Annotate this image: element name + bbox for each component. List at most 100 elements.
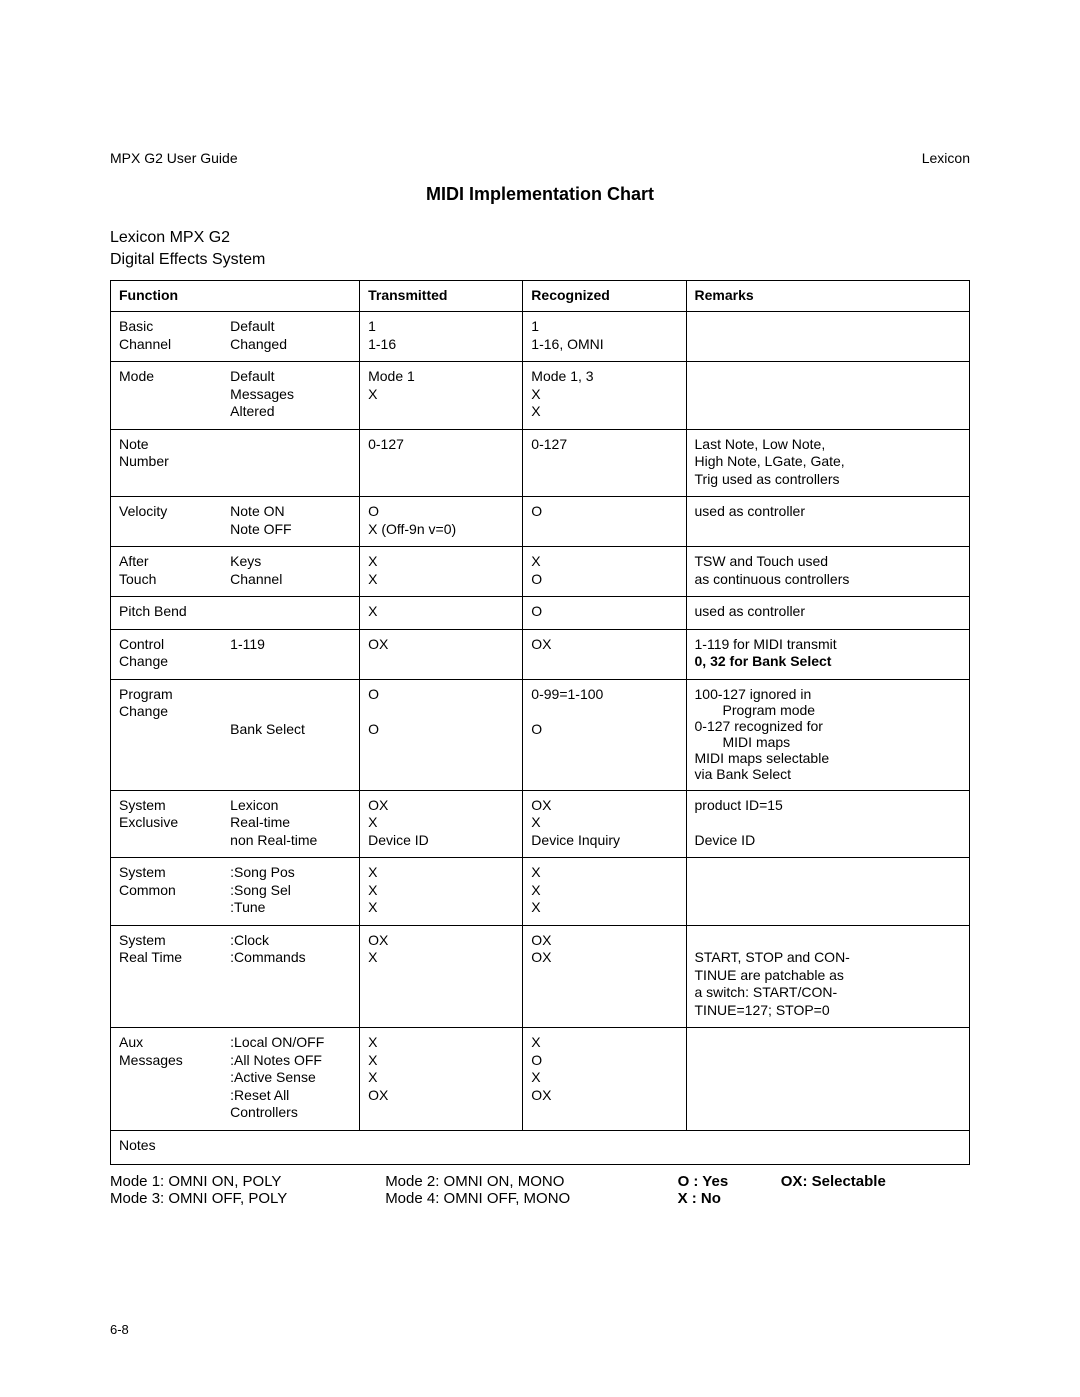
- cell-fn1: System Real Time: [111, 925, 223, 1028]
- table-row: System Common :Song Pos :Song Sel :Tune …: [111, 858, 970, 926]
- cell-tx: X X: [360, 547, 523, 597]
- cell-tx: 1 1-16: [360, 312, 523, 362]
- remark-bold: 0, 32 for Bank Select: [695, 653, 832, 669]
- cell-rx: Mode 1, 3 X X: [523, 362, 686, 430]
- cell-tx: OX X Device ID: [360, 790, 523, 858]
- page-title: MIDI Implementation Chart: [110, 184, 970, 205]
- table-row: Velocity Note ON Note OFF O X (Off-9n v=…: [111, 497, 970, 547]
- cell-fn1: Program Change: [111, 679, 223, 790]
- table-row: Program Change Bank Select O O 0-99=1-10…: [111, 679, 970, 790]
- cell-rx: OX OX: [523, 925, 686, 1028]
- cell-fn2: Note ON Note OFF: [222, 497, 359, 547]
- legend-x: X : No: [678, 1190, 781, 1207]
- cell-rm: 100-127 ignored in Program mode 0-127 re…: [686, 679, 970, 790]
- remark-line: Program mode: [695, 702, 962, 718]
- cell-tx: OX: [360, 629, 523, 679]
- cell-tx: Mode 1 X: [360, 362, 523, 430]
- cell-rx: 0-99=1-100 O: [523, 679, 686, 790]
- cell-tx: X: [360, 597, 523, 630]
- mode-legend-row: Mode 1: OMNI ON, POLY Mode 2: OMNI ON, M…: [110, 1173, 970, 1190]
- cell-fn1: Mode: [111, 362, 223, 430]
- table-row: Mode Default Messages Altered Mode 1 X M…: [111, 362, 970, 430]
- cell-tx: O O: [360, 679, 523, 790]
- cell-rx: O: [523, 497, 686, 547]
- col-function: Function: [111, 281, 360, 312]
- remark-line: 1-119 for MIDI transmit: [695, 636, 837, 652]
- table-row: Pitch Bend X O used as controller: [111, 597, 970, 630]
- cell-tx: X X X OX: [360, 1028, 523, 1131]
- chart-subtitle: Lexicon MPX G2 Digital Effects System: [110, 227, 970, 270]
- cell-tx: 0-127: [360, 429, 523, 497]
- cell-rx: X O X OX: [523, 1028, 686, 1131]
- cell-fn2: Lexicon Real-time non Real-time: [222, 790, 359, 858]
- cell-rm: product ID=15 Device ID: [686, 790, 970, 858]
- table-row: Control Change 1-119 OX OX 1-119 for MID…: [111, 629, 970, 679]
- cell-rm: [686, 362, 970, 430]
- mode-4: Mode 4: OMNI OFF, MONO: [385, 1190, 677, 1207]
- cell-rx: X O: [523, 547, 686, 597]
- mode-3: Mode 3: OMNI OFF, POLY: [110, 1190, 385, 1207]
- mode-1: Mode 1: OMNI ON, POLY: [110, 1173, 385, 1190]
- cell-fn2: Keys Channel: [222, 547, 359, 597]
- legend-blank: [781, 1190, 970, 1207]
- legend-ox: OX: Selectable: [781, 1173, 970, 1190]
- cell-fn2: :Song Pos :Song Sel :Tune: [222, 858, 359, 926]
- col-remarks: Remarks: [686, 281, 970, 312]
- cell-fn1: Velocity: [111, 497, 223, 547]
- cell-rm: TSW and Touch used as continuous control…: [686, 547, 970, 597]
- cell-rm: Last Note, Low Note, High Note, LGate, G…: [686, 429, 970, 497]
- header-left: MPX G2 User Guide: [110, 150, 238, 166]
- remark-line: via Bank Select: [695, 766, 792, 782]
- remark-line: 0-127 recognized for: [695, 718, 823, 734]
- cell-fn1: Aux Messages: [111, 1028, 223, 1131]
- cell-fn2: Default Changed: [222, 312, 359, 362]
- cell-fn1: Pitch Bend: [111, 597, 223, 630]
- cell-fn1: System Common: [111, 858, 223, 926]
- cell-rx: O: [523, 597, 686, 630]
- remark-line: MIDI maps: [695, 734, 962, 750]
- cell-rx: OX: [523, 629, 686, 679]
- legend-o: O : Yes: [678, 1173, 781, 1190]
- table-row: Aux Messages :Local ON/OFF :All Notes OF…: [111, 1028, 970, 1131]
- page: MPX G2 User Guide Lexicon MIDI Implement…: [0, 0, 1080, 1397]
- page-header: MPX G2 User Guide Lexicon: [110, 150, 970, 166]
- cell-rm: [686, 858, 970, 926]
- table-row: Basic Channel Default Changed 1 1-16 1 1…: [111, 312, 970, 362]
- cell-rm: used as controller: [686, 497, 970, 547]
- cell-rx: 0-127: [523, 429, 686, 497]
- cell-rm: used as controller: [686, 597, 970, 630]
- table-row: Note Number 0-127 0-127 Last Note, Low N…: [111, 429, 970, 497]
- midi-chart-table: Function Transmitted Recognized Remarks …: [110, 280, 970, 1165]
- cell-tx: OX X: [360, 925, 523, 1028]
- header-right: Lexicon: [922, 150, 970, 166]
- cell-fn2: [222, 597, 359, 630]
- table-row: After Touch Keys Channel X X X O TSW and…: [111, 547, 970, 597]
- cell-fn2: [222, 429, 359, 497]
- subtitle-line-1: Lexicon MPX G2: [110, 229, 230, 246]
- table-header-row: Function Transmitted Recognized Remarks: [111, 281, 970, 312]
- cell-rx: X X X: [523, 858, 686, 926]
- cell-fn2: 1-119: [222, 629, 359, 679]
- cell-rm: START, STOP and CON- TINUE are patchable…: [686, 925, 970, 1028]
- cell-rx: 1 1-16, OMNI: [523, 312, 686, 362]
- cell-notes: Notes: [111, 1130, 970, 1164]
- mode-2: Mode 2: OMNI ON, MONO: [385, 1173, 677, 1190]
- page-number: 6-8: [110, 1322, 129, 1337]
- cell-fn1: After Touch: [111, 547, 223, 597]
- col-recognized: Recognized: [523, 281, 686, 312]
- remark-line: 100-127 ignored in: [695, 686, 812, 702]
- cell-tx: X X X: [360, 858, 523, 926]
- cell-fn2: Bank Select: [222, 679, 359, 790]
- cell-rx: OX X Device Inquiry: [523, 790, 686, 858]
- table-row: System Real Time :Clock :Commands OX X O…: [111, 925, 970, 1028]
- cell-fn1: Note Number: [111, 429, 223, 497]
- cell-rm: 1-119 for MIDI transmit 0, 32 for Bank S…: [686, 629, 970, 679]
- mode-legend-row: Mode 3: OMNI OFF, POLY Mode 4: OMNI OFF,…: [110, 1190, 970, 1207]
- cell-fn2: Default Messages Altered: [222, 362, 359, 430]
- col-transmitted: Transmitted: [360, 281, 523, 312]
- cell-fn1: Basic Channel: [111, 312, 223, 362]
- cell-rm: [686, 312, 970, 362]
- cell-fn1: System Exclusive: [111, 790, 223, 858]
- cell-fn1: Control Change: [111, 629, 223, 679]
- table-row: System Exclusive Lexicon Real-time non R…: [111, 790, 970, 858]
